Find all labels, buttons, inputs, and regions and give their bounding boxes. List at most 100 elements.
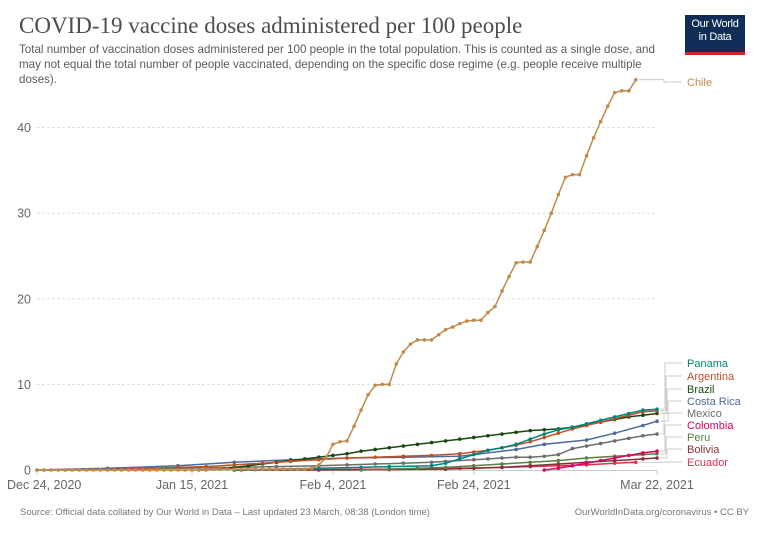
data-point xyxy=(345,439,349,443)
data-point xyxy=(457,454,462,459)
source-note: Source: Official data collated by Our Wo… xyxy=(20,507,430,518)
data-point xyxy=(387,464,392,469)
legend-label-colombia[interactable]: Colombia xyxy=(687,420,734,432)
data-point xyxy=(443,327,448,332)
data-point xyxy=(584,154,589,158)
data-point xyxy=(542,228,547,233)
data-point xyxy=(612,456,617,460)
data-point xyxy=(598,119,603,124)
data-point xyxy=(556,452,561,457)
data-point xyxy=(634,77,638,82)
data-point xyxy=(63,468,67,472)
legend-label-chile[interactable]: Chile xyxy=(687,77,712,89)
data-point xyxy=(302,467,307,471)
data-point xyxy=(598,458,603,463)
data-point xyxy=(464,319,469,323)
data-point xyxy=(154,468,159,472)
y-tick-label: 30 xyxy=(17,207,31,221)
data-point xyxy=(288,459,293,464)
legend-label-peru[interactable]: Peru xyxy=(687,432,710,444)
y-tick-label: 10 xyxy=(17,378,31,392)
data-point xyxy=(655,432,659,436)
series-line-peru xyxy=(361,452,658,471)
legend-label-costa-rica[interactable]: Costa Rica xyxy=(687,396,742,408)
data-point xyxy=(514,447,518,452)
legend-label-ecuador[interactable]: Ecuador xyxy=(687,457,728,469)
data-point xyxy=(514,442,518,447)
legend-connector xyxy=(660,362,682,410)
data-point xyxy=(528,460,532,465)
legend-label-panama[interactable]: Panama xyxy=(687,358,729,370)
legend-connector xyxy=(660,448,682,459)
data-point xyxy=(176,465,180,470)
data-point xyxy=(429,463,434,468)
data-point xyxy=(98,468,103,472)
x-tick-label: Jan 15, 2021 xyxy=(156,478,228,492)
data-point xyxy=(373,447,377,452)
legend-label-bolivia[interactable]: Bolivia xyxy=(687,444,720,456)
data-point xyxy=(563,175,568,180)
data-point xyxy=(612,90,617,95)
owid-logo[interactable]: Our World in Data xyxy=(685,15,745,55)
data-point xyxy=(584,456,589,460)
data-point xyxy=(204,468,208,472)
data-point xyxy=(500,465,504,470)
data-point xyxy=(500,289,504,293)
data-point xyxy=(359,408,363,412)
data-point xyxy=(373,455,377,459)
data-point xyxy=(514,261,518,265)
data-point xyxy=(584,421,589,426)
data-point xyxy=(295,467,300,471)
data-point xyxy=(42,468,46,472)
data-point xyxy=(211,467,215,471)
data-point xyxy=(317,463,321,467)
data-point xyxy=(317,455,321,459)
data-point xyxy=(528,428,532,433)
data-point xyxy=(457,321,462,326)
y-tick-label: 20 xyxy=(17,292,31,306)
x-tick-label: Feb 4, 2021 xyxy=(300,478,367,492)
data-point xyxy=(472,452,476,457)
x-tick-label: Mar 22, 2021 xyxy=(620,478,694,492)
data-point xyxy=(359,465,363,470)
data-point xyxy=(457,457,462,461)
data-point xyxy=(619,88,624,93)
legend-connector xyxy=(660,436,682,455)
data-point xyxy=(119,468,124,472)
legend-label-mexico[interactable]: Mexico xyxy=(687,408,722,420)
legend-label-argentina[interactable]: Argentina xyxy=(687,371,735,383)
data-point xyxy=(627,88,631,93)
data-point xyxy=(394,362,399,366)
data-point xyxy=(429,440,434,445)
data-point xyxy=(415,466,420,471)
data-point xyxy=(401,461,406,465)
data-point xyxy=(528,455,532,459)
data-point xyxy=(612,415,617,419)
data-point xyxy=(641,423,645,428)
license-link[interactable]: OurWorldInData.org/coronavirus • CC BY xyxy=(574,507,749,518)
data-point xyxy=(612,458,617,463)
data-point xyxy=(176,468,180,472)
data-point xyxy=(598,418,603,423)
data-point xyxy=(232,467,237,471)
data-point xyxy=(169,468,173,472)
data-point xyxy=(655,451,659,456)
data-point xyxy=(627,411,631,416)
data-point xyxy=(345,463,349,467)
data-point xyxy=(436,332,441,337)
data-point xyxy=(345,451,349,456)
data-point xyxy=(457,437,462,441)
data-point xyxy=(612,431,617,435)
data-point xyxy=(126,468,131,472)
data-point xyxy=(500,456,504,460)
data-point xyxy=(479,318,483,323)
legend-label-brazil[interactable]: Brazil xyxy=(687,384,715,396)
data-point xyxy=(641,457,645,461)
data-point xyxy=(535,244,540,249)
data-point xyxy=(655,456,659,460)
data-point xyxy=(443,439,448,443)
data-point xyxy=(443,465,448,470)
data-point xyxy=(542,432,547,436)
data-point xyxy=(105,468,110,472)
data-point xyxy=(317,466,321,471)
